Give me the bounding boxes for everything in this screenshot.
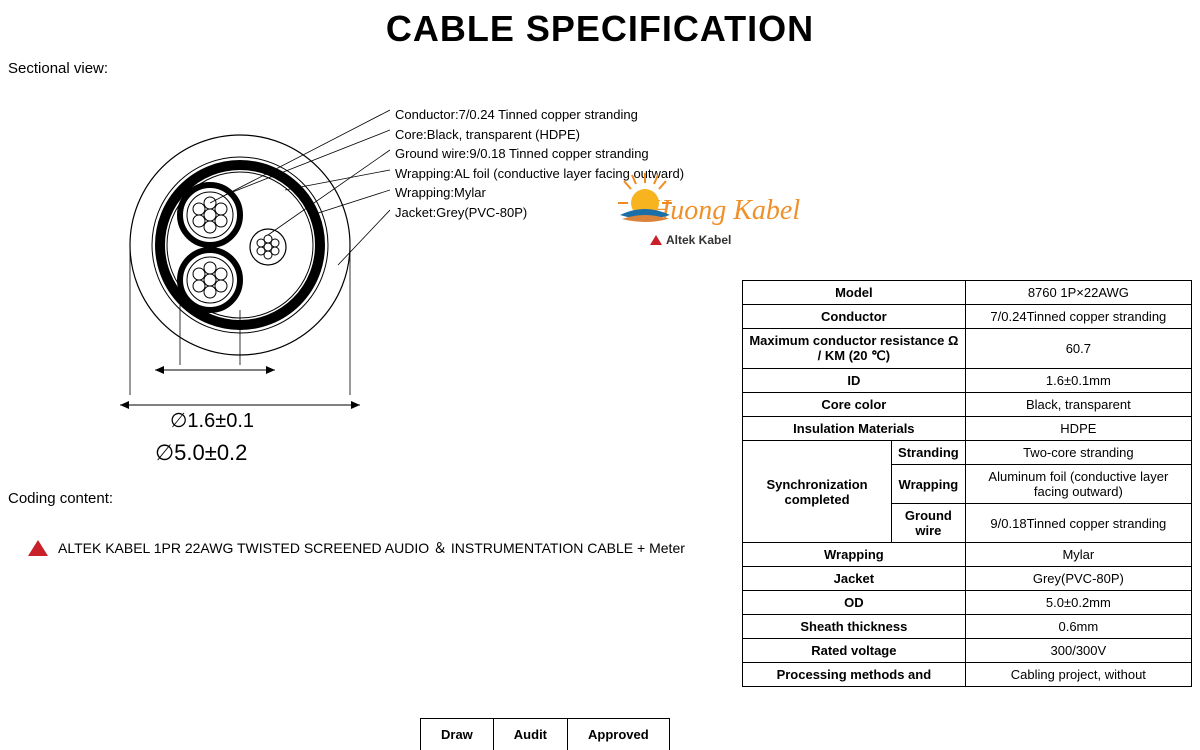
spec-key: Jacket <box>743 567 966 591</box>
review-audit: Audit <box>493 719 567 750</box>
review-approved: Approved <box>568 719 670 750</box>
page-title: CABLE SPECIFICATION <box>0 0 1200 50</box>
spec-val: Two-core stranding <box>965 441 1191 465</box>
spec-key: Insulation Materials <box>743 417 966 441</box>
spec-subkey: Ground wire <box>892 504 966 543</box>
spec-val: 8760 1P×22AWG <box>965 281 1191 305</box>
review-table: Draw Audit Approved <box>420 718 670 750</box>
cable-cross-section-diagram <box>90 95 390 395</box>
callout-ground: Ground wire:9/0.18 Tinned copper strandi… <box>395 144 684 164</box>
spec-val: 1.6±0.1mm <box>965 369 1191 393</box>
spec-key: OD <box>743 591 966 615</box>
spec-val: 300/300V <box>965 639 1191 663</box>
spec-subkey: Stranding <box>892 441 966 465</box>
dim-inner: ∅1.6±0.1 <box>170 408 254 433</box>
sun-icon <box>610 165 670 225</box>
spec-val: 7/0.24Tinned copper stranding <box>965 305 1191 329</box>
spec-val: Cabling project, without <box>965 663 1191 687</box>
spec-key: Rated voltage <box>743 639 966 663</box>
spec-val: 60.7 <box>965 329 1191 369</box>
callout-core: Core:Black, transparent (HDPE) <box>395 125 684 145</box>
spec-val: Black, transparent <box>965 393 1191 417</box>
triangle-icon <box>28 540 48 556</box>
spec-key: Model <box>743 281 966 305</box>
triangle-icon <box>650 235 662 245</box>
spec-val: 0.6mm <box>965 615 1191 639</box>
coding-text: ALTEK KABEL 1PR 22AWG TWISTED SCREENED A… <box>58 538 685 558</box>
dim-outer: ∅5.0±0.2 <box>155 440 247 466</box>
spec-key: Sheath thickness <box>743 615 966 639</box>
review-draw: Draw <box>421 719 494 750</box>
coding-content: ALTEK KABEL 1PR 22AWG TWISTED SCREENED A… <box>28 538 685 558</box>
spec-key: ID <box>743 369 966 393</box>
dim-inner-arrow <box>150 360 280 380</box>
coding-label: Coding content: <box>8 490 113 507</box>
spec-val: HDPE <box>965 417 1191 441</box>
spec-val: Grey(PVC-80P) <box>965 567 1191 591</box>
spec-val: 5.0±0.2mm <box>965 591 1191 615</box>
spec-key: Synchronization completed <box>743 441 892 543</box>
spec-key: Processing methods and <box>743 663 966 687</box>
callout-conductor: Conductor:7/0.24 Tinned copper stranding <box>395 105 684 125</box>
spec-key: Wrapping <box>743 543 966 567</box>
spec-val: Aluminum foil (conductive layer facing o… <box>965 465 1191 504</box>
spec-val: 9/0.18Tinned copper stranding <box>965 504 1191 543</box>
spec-val: Mylar <box>965 543 1191 567</box>
spec-key: Maximum conductor resistance Ω / KM (20 … <box>743 329 966 369</box>
sectional-view-label: Sectional view: <box>0 50 1200 77</box>
spec-key: Conductor <box>743 305 966 329</box>
spec-table: Model8760 1P×22AWGConductor7/0.24Tinned … <box>742 280 1192 687</box>
spec-key: Core color <box>743 393 966 417</box>
brand-logo: Huong Kabel Altek Kabel <box>650 195 800 247</box>
spec-subkey: Wrapping <box>892 465 966 504</box>
brand-sub: Altek Kabel <box>666 233 731 247</box>
